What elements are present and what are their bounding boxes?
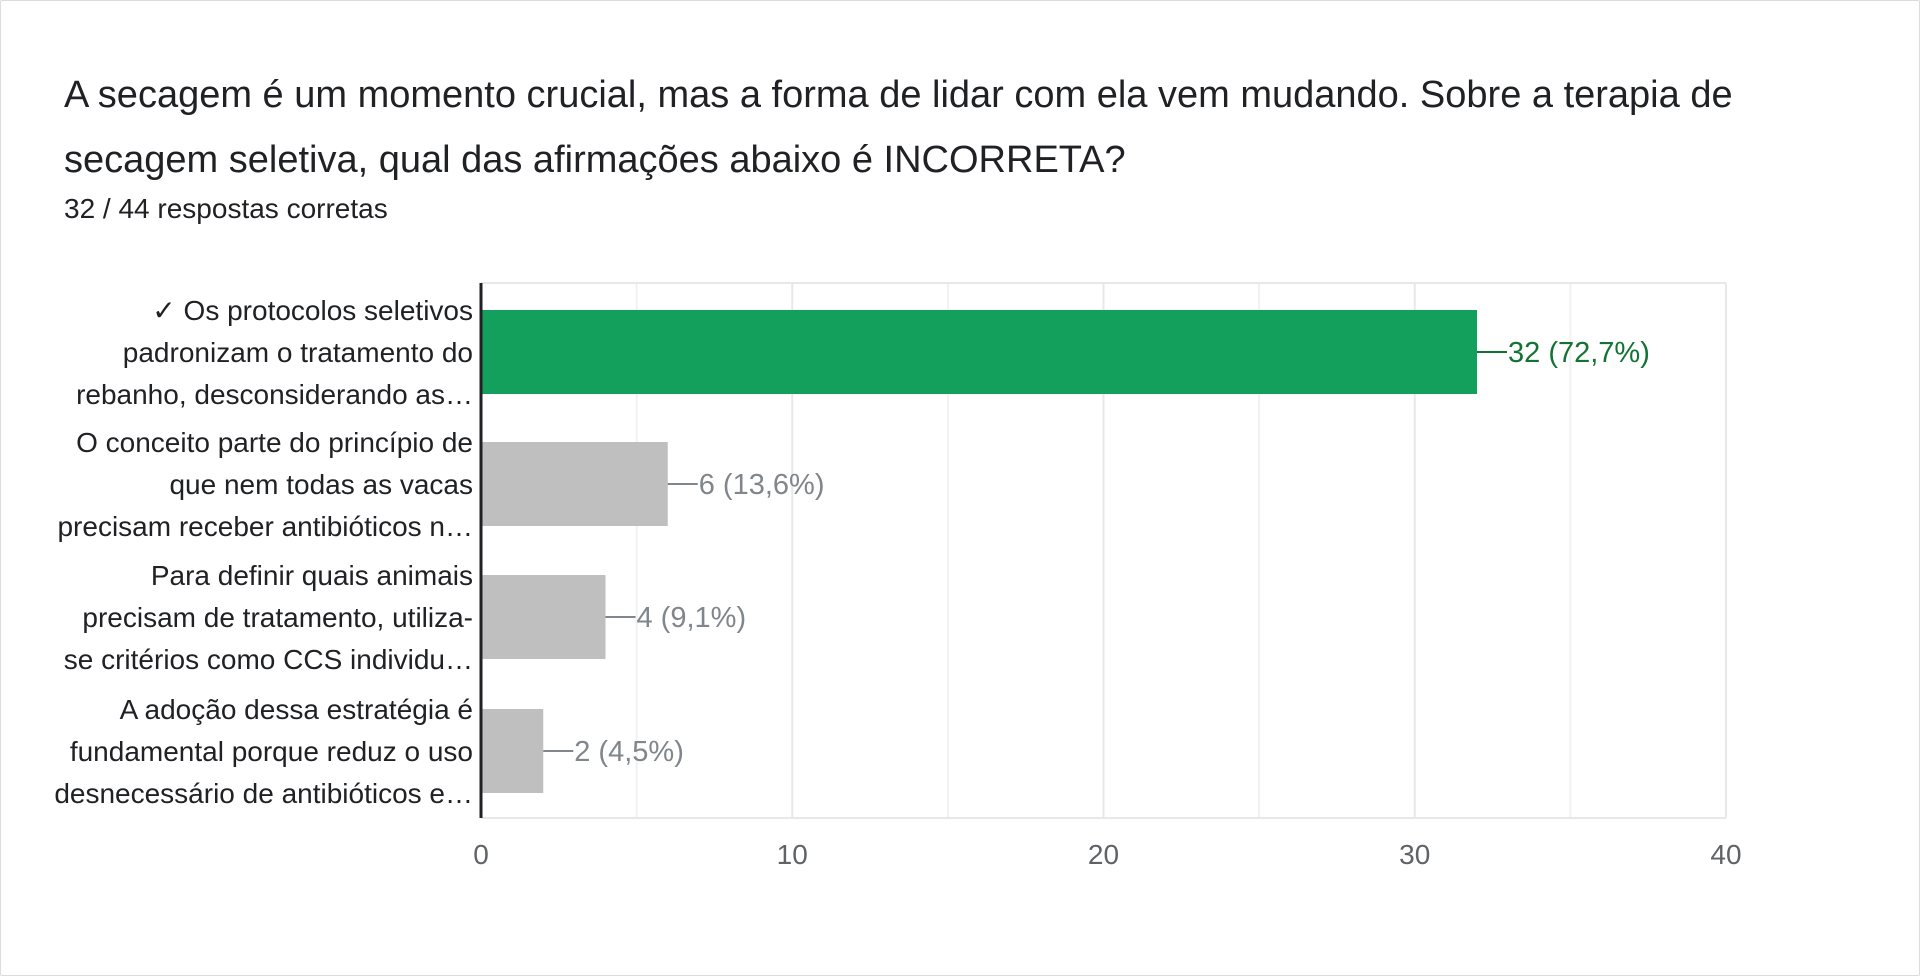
x-tick-label: 30	[1399, 839, 1430, 870]
category-label-line: precisam receber antibióticos n…	[57, 511, 473, 542]
bar-answer	[481, 709, 544, 793]
category-label-line: O conceito parte do princípio de	[76, 427, 473, 458]
bar-answer	[481, 442, 668, 526]
category-label-line: precisam de tratamento, utiliza-	[82, 602, 473, 633]
x-tick-label: 20	[1088, 839, 1119, 870]
category-label-line: A adoção dessa estratégia é	[120, 694, 473, 725]
bar-value-label: 32 (72,7%)	[1508, 337, 1650, 369]
category-label-line: fundamental porque reduz o uso	[70, 736, 473, 767]
category-label-line: desnecessário de antibióticos e…	[54, 778, 473, 809]
bar-answer	[481, 575, 606, 659]
x-tick-label: 10	[777, 839, 808, 870]
x-tick-label: 0	[473, 839, 489, 870]
correct-responses-count: 32 / 44 respostas corretas	[64, 193, 388, 224]
bar-value-label: 2 (4,5%)	[574, 736, 684, 768]
category-label-line: padronizam o tratamento do	[123, 337, 473, 368]
category-label-line: Para definir quais animais	[151, 560, 473, 591]
category-label-line: que nem todas as vacas	[169, 469, 473, 500]
bar-value-label: 6 (13,6%)	[699, 469, 825, 501]
x-tick-label: 40	[1710, 839, 1741, 870]
category-label-line: rebanho, desconsiderando as…	[76, 379, 473, 410]
bar-correct-answer	[481, 310, 1477, 394]
category-label-line: se critérios como CCS individu…	[64, 644, 473, 675]
bar-value-label: 4 (9,1%)	[637, 602, 747, 634]
question-title: A secagem é um momento crucial, mas a fo…	[64, 74, 1733, 181]
category-label-line: ✓ Os protocolos seletivos	[152, 295, 473, 326]
